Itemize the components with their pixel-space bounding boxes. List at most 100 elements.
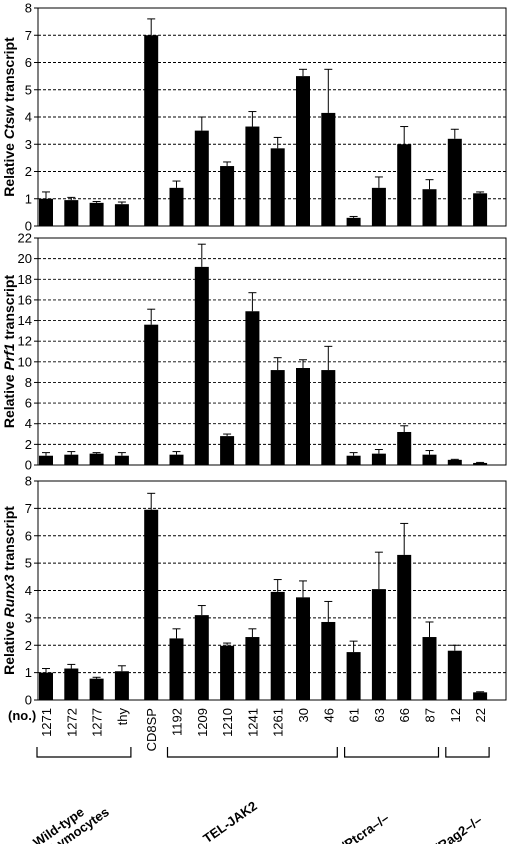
- y-tick-label: 0: [25, 219, 32, 234]
- y-tick-label: 6: [25, 55, 32, 70]
- bar: [89, 678, 104, 700]
- bar: [144, 35, 159, 226]
- group-bracket: [344, 747, 440, 758]
- category-label: CD8SP: [144, 708, 159, 751]
- bar: [220, 436, 235, 465]
- bar: [397, 431, 412, 465]
- y-axis-label-part: Prf1: [1, 343, 17, 370]
- bar: [473, 692, 488, 700]
- bar: [270, 370, 285, 465]
- prf1-panel: 0 2 4 6 8 10 12 14 16 18 20 22 Relative Prf1 transcr…: [1, 231, 507, 473]
- bar: [64, 454, 79, 465]
- y-tick-label: 0: [25, 693, 32, 708]
- category-label: 30: [296, 708, 311, 722]
- category-label: thy: [115, 708, 130, 726]
- group-label: TEL-JAK2: [200, 798, 259, 844]
- bar: [89, 453, 104, 465]
- bar: [194, 266, 209, 465]
- y-axis-label: Relative Runx3 transcript: [1, 506, 17, 675]
- y-axis-label-part: Relative: [1, 371, 17, 429]
- category-label: 87: [423, 708, 438, 722]
- y-tick-label: 3: [25, 610, 32, 625]
- bar: [270, 591, 285, 700]
- y-tick-label: 20: [18, 251, 32, 266]
- group-bracket: [166, 747, 338, 758]
- y-axis-label-part: transcript: [1, 506, 17, 575]
- bar: [270, 148, 285, 226]
- category-label: 46: [321, 708, 336, 722]
- no-label: (no.): [8, 708, 36, 723]
- y-tick-label: 16: [18, 292, 32, 307]
- category-label: 66: [397, 708, 412, 722]
- y-tick-label: 1: [25, 665, 32, 680]
- bar: [447, 650, 462, 700]
- bar: [422, 189, 437, 226]
- bar: [114, 671, 129, 700]
- category-label: 1210: [220, 708, 235, 737]
- y-tick-label: 2: [25, 437, 32, 452]
- y-tick-label: 10: [18, 354, 32, 369]
- bar: [169, 454, 184, 465]
- bar: [397, 554, 412, 700]
- bar: [194, 615, 209, 700]
- bar: [473, 193, 488, 226]
- bar: [89, 202, 104, 226]
- y-axis-label-part: Relative: [1, 617, 17, 675]
- bar: [346, 652, 361, 700]
- y-axis-label-part: Relative: [1, 139, 17, 197]
- y-tick-label: 0: [25, 458, 32, 473]
- bar: [371, 453, 386, 465]
- y-tick-label: 6: [25, 396, 32, 411]
- bar: [422, 454, 437, 465]
- bar: [194, 130, 209, 226]
- bar: [220, 166, 235, 226]
- bar: [296, 597, 310, 700]
- category-label: 1271: [39, 708, 54, 737]
- y-tick-label: 4: [25, 416, 32, 431]
- y-tick-label: 6: [25, 528, 32, 543]
- category-label: 1241: [245, 708, 260, 737]
- bar: [245, 311, 260, 465]
- bar: [169, 187, 184, 226]
- category-label: 1192: [170, 708, 185, 736]
- y-tick-label: 4: [25, 583, 32, 598]
- y-tick-label: 1: [25, 191, 32, 206]
- bar: [245, 126, 260, 226]
- category-label: 1277: [90, 708, 105, 737]
- runx3-panel: 0 1 2 3 4 5 6 7 8 Relative Runx3 transcript: [1, 474, 507, 708]
- bar: [144, 509, 159, 700]
- y-tick-label: 5: [25, 82, 32, 97]
- bar: [296, 76, 310, 226]
- bar: [296, 368, 310, 465]
- bar: [114, 204, 129, 226]
- bar: [114, 455, 129, 465]
- y-tick-label: 18: [18, 272, 32, 287]
- y-tick-label: 7: [25, 501, 32, 516]
- bar: [64, 668, 79, 700]
- y-tick-label: 22: [18, 231, 32, 246]
- bar: [321, 370, 336, 465]
- bar: [473, 462, 488, 465]
- y-tick-label: 2: [25, 164, 32, 179]
- y-tick-label: 7: [25, 28, 32, 43]
- x-axis-labels: (no.) 1271 1272 1277 thy CD8SP 1192 1209 1210 124…: [8, 708, 488, 752]
- y-axis-label: Relative Prf1 transcript: [1, 275, 17, 429]
- y-tick-label: 14: [18, 313, 32, 328]
- y-axis-label: Relative Ctsw transcript: [1, 37, 17, 197]
- bar: [220, 645, 235, 700]
- bar: [422, 637, 437, 700]
- bar: [64, 200, 79, 226]
- y-tick-label: 4: [25, 110, 32, 125]
- category-label: 1272: [64, 708, 79, 737]
- bar: [447, 459, 462, 465]
- bar: [371, 589, 386, 700]
- bar: [346, 217, 361, 226]
- group-bracket: [36, 747, 132, 758]
- group-label: TJ2/Ptcra–/–: [320, 810, 391, 844]
- bar: [39, 198, 53, 226]
- bar: [39, 455, 53, 465]
- y-axis-label-part: transcript: [1, 275, 17, 344]
- y-axis-label-part: transcript: [1, 37, 17, 106]
- bar: [321, 621, 336, 700]
